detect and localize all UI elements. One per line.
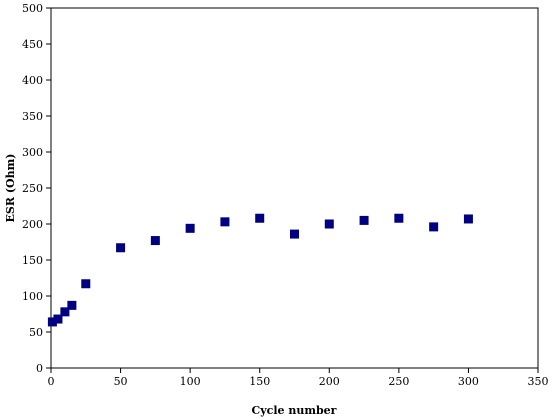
y-tick-label: 50	[29, 326, 43, 339]
data-point	[429, 222, 439, 232]
data-points	[47, 213, 473, 327]
y-tick-label: 300	[22, 146, 43, 159]
x-tick-label: 250	[388, 375, 409, 388]
y-tick-label: 500	[22, 2, 43, 15]
data-point	[185, 223, 195, 233]
data-point	[255, 213, 265, 223]
y-tick-label: 450	[22, 38, 43, 51]
data-point	[394, 213, 404, 223]
y-tick-label: 100	[22, 290, 43, 303]
x-tick-label: 350	[528, 375, 549, 388]
x-axis-title: Cycle number	[252, 404, 337, 417]
data-point	[220, 217, 230, 227]
data-point	[463, 214, 473, 224]
x-tick-label: 300	[458, 375, 479, 388]
data-point	[67, 300, 77, 310]
data-point	[359, 215, 369, 225]
y-axis-ticks: 0 50 100 150 200 250 300 350 400 450 500	[22, 2, 51, 375]
data-point	[116, 243, 126, 253]
data-point	[53, 314, 63, 324]
x-tick-label: 200	[319, 375, 340, 388]
data-point	[81, 279, 91, 289]
data-point	[324, 219, 334, 229]
x-axis-ticks: 0 50 100 150 200 250 300 350	[48, 368, 549, 388]
x-tick-label: 100	[180, 375, 201, 388]
data-point	[47, 317, 57, 327]
y-axis-title: ESR (Ohm)	[4, 154, 17, 223]
data-point	[290, 229, 299, 239]
plot-border	[50, 7, 539, 369]
y-tick-label: 350	[22, 110, 43, 123]
y-tick-label: 250	[22, 182, 43, 195]
data-point	[60, 307, 70, 317]
data-point	[150, 236, 160, 246]
plot-area	[50, 7, 539, 369]
y-tick-label: 400	[22, 74, 43, 87]
y-tick-label: 0	[36, 362, 43, 375]
x-tick-label: 50	[114, 375, 128, 388]
y-tick-label: 150	[22, 254, 43, 267]
x-tick-label: 150	[249, 375, 270, 388]
y-tick-label: 200	[22, 218, 43, 231]
x-tick-label: 0	[48, 375, 55, 388]
